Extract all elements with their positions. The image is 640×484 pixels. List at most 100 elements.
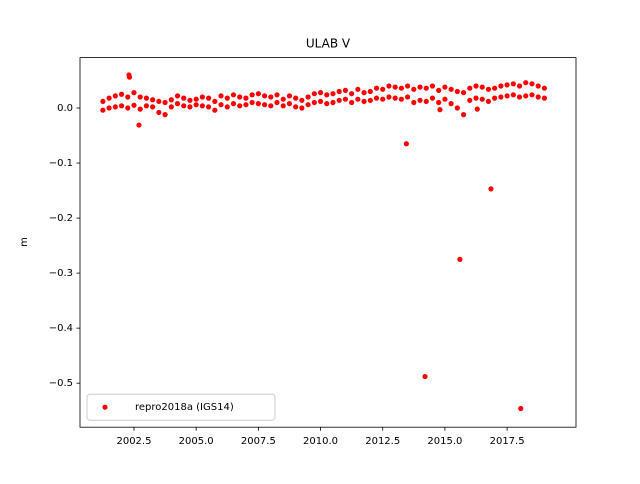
data-point [380, 96, 386, 102]
data-point [206, 104, 212, 110]
data-point [118, 91, 125, 97]
data-point [498, 83, 504, 89]
data-point [448, 101, 454, 107]
data-point [448, 86, 454, 92]
data-point [286, 93, 293, 99]
data-point [479, 84, 485, 90]
data-point [523, 80, 529, 86]
data-point [162, 99, 168, 106]
data-point [457, 256, 463, 262]
data-point [423, 85, 429, 91]
data-point [268, 94, 274, 100]
data-point [535, 83, 541, 89]
data-point [162, 112, 168, 118]
data-point [174, 93, 181, 99]
data-point [442, 84, 448, 90]
data-point [404, 94, 411, 100]
data-point [181, 95, 187, 101]
data-point [437, 107, 443, 113]
y-tick-label: −0.5 [49, 378, 73, 389]
data-point [237, 94, 243, 100]
data-point [280, 103, 286, 109]
data-point [492, 95, 498, 101]
data-point [243, 102, 249, 108]
data-point [342, 87, 349, 93]
data-point [535, 94, 541, 100]
data-point [380, 86, 386, 92]
data-point [187, 97, 193, 103]
x-tick-label: 2007.5 [241, 436, 276, 447]
data-point [367, 97, 373, 103]
data-point [454, 88, 460, 95]
legend-box [86, 393, 276, 421]
data-point [330, 91, 336, 97]
data-point [442, 96, 448, 102]
data-point [212, 107, 218, 113]
data-point [100, 107, 106, 113]
data-point [467, 97, 473, 103]
data-point [488, 186, 494, 192]
data-point [199, 103, 205, 109]
axes-frame [79, 57, 577, 428]
data-point [386, 83, 392, 89]
data-point [224, 104, 230, 110]
data-point [417, 97, 423, 103]
data-point [280, 96, 286, 102]
data-point [143, 95, 150, 101]
data-point [523, 93, 529, 99]
data-point [218, 102, 224, 108]
data-point [168, 97, 174, 103]
data-point [143, 103, 150, 109]
data-point [150, 104, 156, 110]
data-point [429, 95, 436, 101]
data-point [330, 99, 336, 106]
data-point [473, 83, 479, 89]
data-point [398, 85, 404, 91]
data-point [460, 112, 467, 118]
data-point [305, 102, 311, 108]
data-point [324, 101, 330, 107]
data-point [293, 95, 299, 101]
data-point [106, 95, 112, 101]
data-point [474, 106, 480, 112]
data-point [411, 99, 417, 106]
y-tick-label: −0.1 [49, 158, 73, 169]
data-point [485, 86, 492, 92]
data-point [243, 95, 249, 101]
data-point [106, 105, 112, 111]
data-point [131, 102, 137, 108]
data-point [206, 95, 212, 101]
data-point [230, 101, 237, 107]
data-point [361, 98, 367, 105]
data-point [174, 101, 181, 107]
data-point [404, 83, 411, 89]
data-point [403, 141, 409, 147]
data-point [411, 86, 417, 92]
data-point [125, 94, 131, 100]
data-point [311, 91, 317, 97]
data-point [317, 98, 324, 105]
data-point [311, 99, 317, 106]
data-point [187, 104, 193, 110]
data-point [373, 85, 380, 91]
data-point [417, 84, 423, 90]
data-point [492, 85, 498, 91]
data-point [136, 122, 142, 128]
data-point [261, 93, 268, 99]
data-point [392, 95, 398, 101]
legend-marker [102, 404, 108, 410]
data-point [467, 85, 473, 91]
data-point [305, 94, 311, 100]
y-tick-label: −0.4 [49, 323, 73, 334]
data-point [454, 105, 460, 111]
data-point [349, 91, 355, 97]
x-tick-label: 2012.5 [365, 436, 400, 447]
data-point [150, 97, 156, 103]
y-tick-label: 0.0 [57, 103, 73, 114]
data-point [504, 93, 510, 99]
data-point [293, 104, 299, 110]
data-point [541, 95, 548, 101]
data-point [429, 83, 436, 89]
data-point [373, 95, 380, 101]
data-point [126, 74, 133, 80]
